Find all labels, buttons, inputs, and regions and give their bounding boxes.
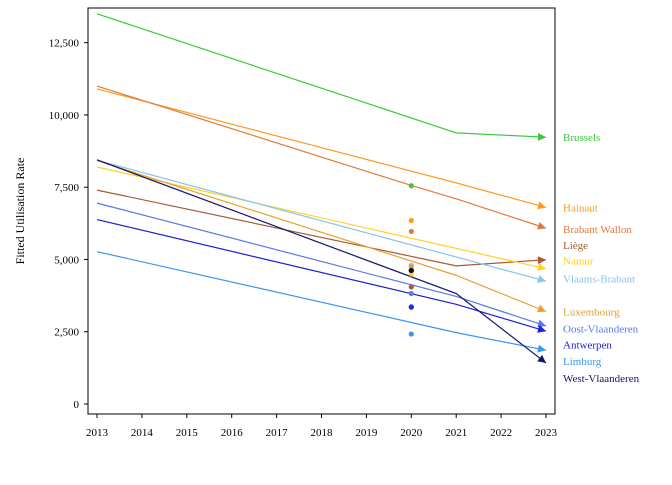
plot-frame: [87, 7, 556, 415]
series-label: Liège: [563, 240, 588, 252]
observed-point: [408, 267, 414, 274]
x-axis: 2013 2014 2015 2016 2017 2018 2019 2020 2021 2022…: [86, 414, 558, 439]
series-labels: Brussels Hainaut Brabant Wallon Liège Namur V…: [563, 132, 640, 385]
x-tick-label: 2019: [355, 427, 378, 439]
series-line: [96, 13, 547, 138]
series-label: Luxembourg: [563, 307, 620, 319]
y-tick-label: 7,500: [54, 182, 79, 194]
series-line: [96, 159, 547, 364]
series-label: Namur: [563, 256, 594, 268]
x-tick-label: 2014: [131, 427, 154, 439]
series-label: Hainaut: [563, 203, 598, 215]
series-label: Oost-Vlaanderen: [563, 323, 639, 335]
series-end-arrow: [537, 201, 546, 210]
series-end-arrow: [537, 256, 546, 265]
series-end-arrow: [537, 325, 546, 333]
x-tick-label: 2021: [445, 427, 467, 439]
series-label: Antwerpen: [563, 339, 612, 351]
y-axis: 0 2,500 5,000 7,500 10,000 12,500: [49, 38, 88, 411]
series-end-arrow: [537, 132, 546, 141]
series-end-arrow: [537, 344, 546, 353]
observed-point: [408, 331, 414, 337]
observed-point: [408, 304, 414, 310]
series-end-arrow: [537, 275, 546, 283]
series-line: [96, 88, 547, 209]
series-label: Limburg: [563, 356, 602, 368]
series-line: [96, 159, 547, 282]
series-label: Vlaams-Brabant: [563, 273, 635, 285]
y-tick-label: 0: [74, 399, 80, 411]
series-line: [96, 85, 547, 229]
observed-point: [408, 183, 414, 189]
observed-point: [408, 290, 414, 297]
series-end-arrow: [537, 354, 546, 363]
series-line: [96, 202, 547, 327]
y-tick-label: 12,500: [49, 38, 80, 50]
x-tick-label: 2013: [86, 427, 109, 439]
x-tick-label: 2018: [311, 427, 334, 439]
series-end-arrow: [537, 221, 546, 230]
series-line: [96, 219, 547, 332]
observed-point: [408, 228, 414, 235]
series-label: West-Vlaanderen: [563, 373, 640, 385]
series-label: Brussels: [563, 132, 600, 144]
series-end-arrows: [537, 132, 546, 363]
y-tick-label: 5,000: [54, 254, 79, 266]
x-tick-label: 2022: [490, 427, 512, 439]
series-lines: [96, 13, 547, 364]
x-tick-label: 2017: [266, 427, 289, 439]
observed-points: [408, 183, 414, 337]
series-label: Brabant Wallon: [563, 224, 632, 236]
x-tick-label: 2016: [221, 427, 244, 439]
series-line: [96, 251, 547, 351]
x-tick-label: 2023: [535, 427, 558, 439]
x-tick-label: 2015: [176, 427, 199, 439]
y-tick-label: 2,500: [54, 327, 79, 339]
series-end-arrow: [537, 319, 546, 328]
series-end-arrow: [537, 304, 546, 313]
observed-point: [408, 284, 414, 290]
observed-point: [408, 217, 414, 224]
x-tick-label: 2020: [400, 427, 423, 439]
y-axis-title: Fitted Utilisation Rate: [13, 158, 27, 265]
y-tick-label: 10,000: [49, 110, 80, 122]
series-line: [96, 160, 547, 313]
series-end-arrow: [537, 263, 546, 271]
observed-point: [408, 264, 414, 270]
